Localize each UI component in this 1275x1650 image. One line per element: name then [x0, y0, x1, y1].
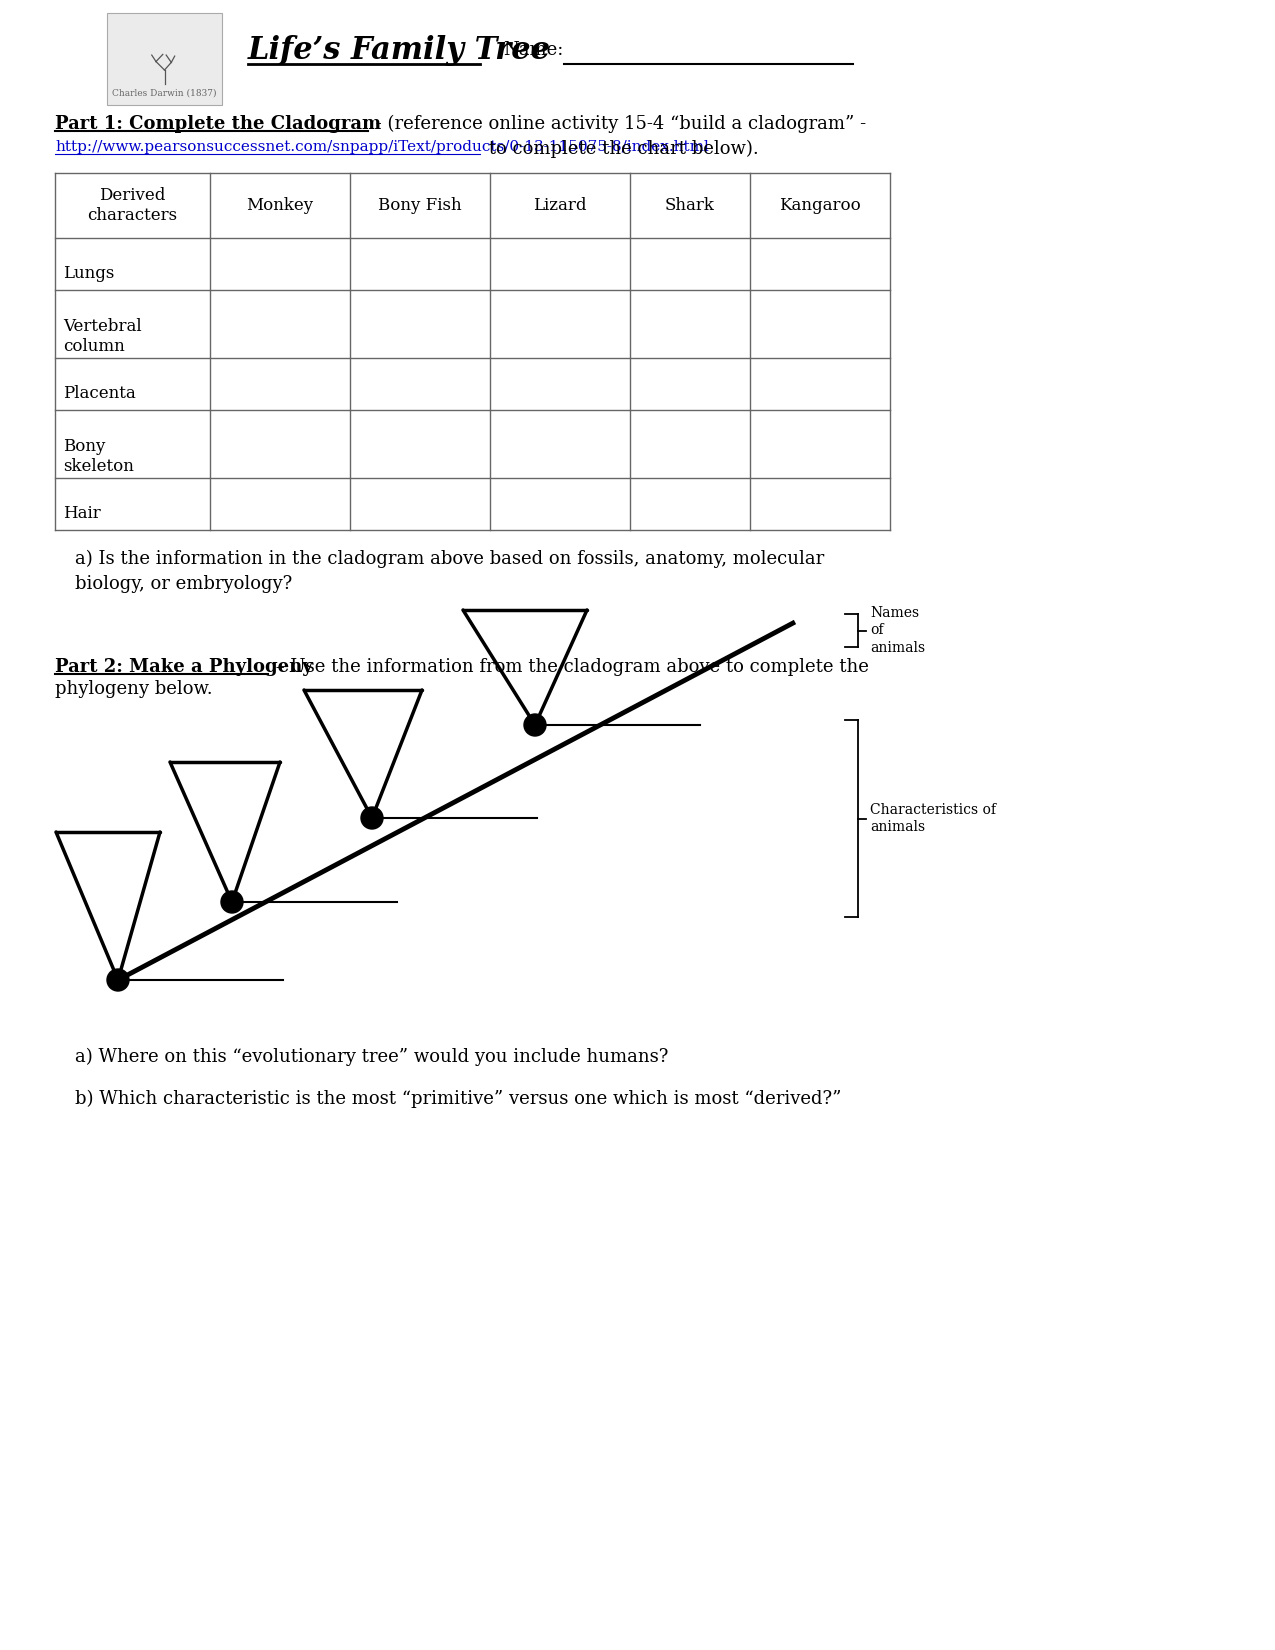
Text: Lungs: Lungs [62, 266, 115, 282]
Text: Derived
characters: Derived characters [88, 186, 177, 224]
Text: phylogeny below.: phylogeny below. [55, 680, 213, 698]
Circle shape [221, 891, 244, 912]
Text: – Use the information from the cladogram above to complete the: – Use the information from the cladogram… [270, 658, 868, 676]
Text: http://www.pearsonsuccessnet.com/snpapp/iText/products/0-13-115075-8/index.html: http://www.pearsonsuccessnet.com/snpapp/… [55, 140, 709, 153]
Text: Bony
skeleton: Bony skeleton [62, 437, 134, 475]
Text: Bony Fish: Bony Fish [379, 196, 462, 214]
Text: a) Is the information in the cladogram above based on fossils, anatomy, molecula: a) Is the information in the cladogram a… [75, 549, 824, 594]
Circle shape [524, 714, 546, 736]
Text: Shark: Shark [666, 196, 715, 214]
Text: Names
of
animals: Names of animals [870, 606, 926, 655]
Text: Monkey: Monkey [246, 196, 314, 214]
Text: Charles Darwin (1837): Charles Darwin (1837) [112, 89, 217, 97]
Text: Life’s Family Tree: Life’s Family Tree [249, 35, 551, 66]
Text: to complete the chart below).: to complete the chart below). [483, 140, 759, 158]
Text: Part 2: Make a Phylogeny: Part 2: Make a Phylogeny [55, 658, 312, 676]
Text: Hair: Hair [62, 505, 101, 521]
Text: a) Where on this “evolutionary tree” would you include humans?: a) Where on this “evolutionary tree” wou… [75, 1048, 668, 1066]
Text: Vertebral
column: Vertebral column [62, 318, 142, 355]
Text: Lizard: Lizard [533, 196, 586, 214]
Circle shape [107, 969, 129, 992]
Circle shape [361, 807, 382, 828]
Text: b) Which characteristic is the most “primitive” versus one which is most “derive: b) Which characteristic is the most “pri… [75, 1091, 842, 1109]
FancyBboxPatch shape [107, 13, 222, 106]
Text: Part 1: Complete the Cladogram: Part 1: Complete the Cladogram [55, 116, 381, 134]
Text: Name:: Name: [504, 41, 564, 59]
Text: Kangaroo: Kangaroo [779, 196, 861, 214]
Text: Placenta: Placenta [62, 384, 135, 403]
Text: - (reference online activity 15-4 “build a cladogram” -: - (reference online activity 15-4 “build… [370, 116, 866, 134]
Text: Characteristics of
animals: Characteristics of animals [870, 804, 996, 835]
